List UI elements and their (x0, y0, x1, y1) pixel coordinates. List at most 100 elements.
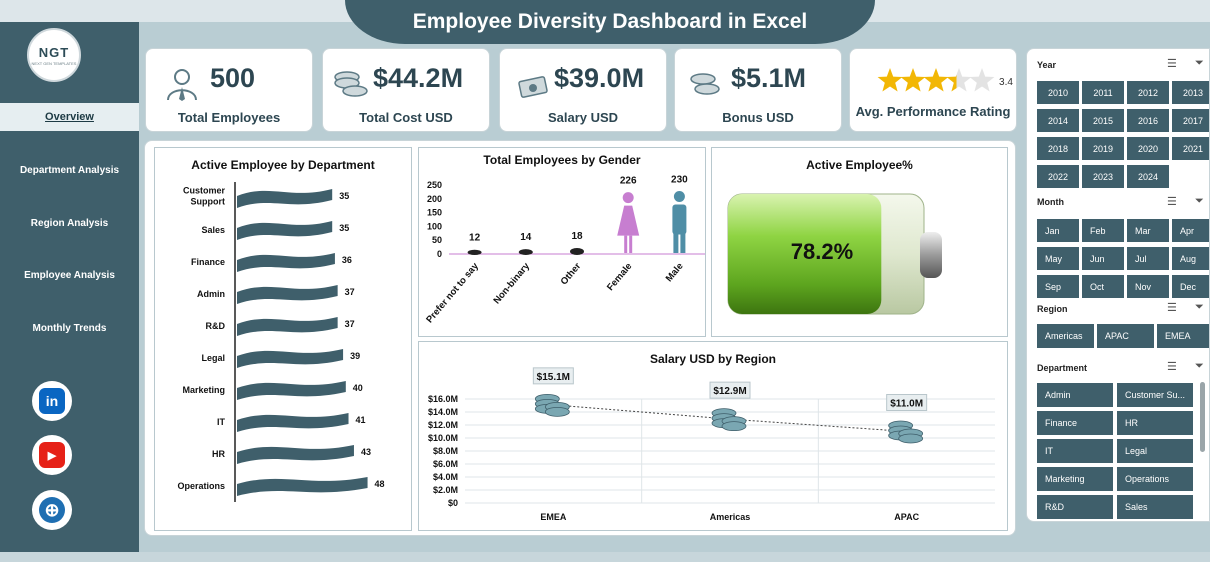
star-icon (946, 68, 972, 92)
y-tick-label: 100 (427, 221, 442, 231)
clear-filter-icon[interactable]: ⏷ (1195, 301, 1204, 313)
website-button[interactable]: ⊕ (32, 490, 72, 530)
data-label: 18 (571, 231, 583, 242)
nav-region-analysis[interactable]: Region Analysis (0, 209, 139, 237)
female-icon (617, 192, 640, 253)
bar (237, 413, 349, 432)
department-option[interactable]: Operations (1117, 467, 1193, 491)
year-option[interactable]: 2013 (1172, 81, 1209, 104)
slicer-scrollbar[interactable] (1200, 382, 1205, 452)
nav-label: Employee Analysis (24, 269, 115, 281)
year-option[interactable]: 2020 (1127, 137, 1169, 160)
region-chart-card: Salary USD by Region $16.0M $14.0M $12.0M $… (418, 341, 1008, 531)
bar (570, 248, 584, 255)
male-icon (672, 191, 687, 253)
month-option[interactable]: Dec (1172, 275, 1209, 298)
region-option[interactable]: EMEA (1157, 324, 1209, 348)
month-option[interactable]: Apr (1172, 219, 1209, 242)
youtube-button[interactable]: ▶ (32, 435, 72, 475)
y-tick-label: $16.0M (428, 394, 458, 404)
y-tick-label: $2.0M (433, 485, 458, 495)
chart-title: Total Employees by Gender (483, 153, 641, 167)
year-option[interactable]: 2019 (1082, 137, 1124, 160)
department-option[interactable]: IT (1037, 439, 1113, 463)
year-option[interactable]: 2011 (1082, 81, 1124, 104)
category-label: R&D (206, 321, 226, 331)
nav-monthly-trends[interactable]: Monthly Trends (0, 314, 139, 342)
slicer-panel: Year ☰ ⏷ Month ☰ ⏷ Region ☰ ⏷ Department… (1026, 48, 1210, 522)
month-option[interactable]: Mar (1127, 219, 1169, 242)
year-option[interactable]: 2012 (1127, 81, 1169, 104)
y-tick-label: $14.0M (428, 407, 458, 417)
department-option[interactable]: Legal (1117, 439, 1193, 463)
month-option[interactable]: May (1037, 247, 1079, 270)
category-label: APAC (894, 512, 919, 522)
department-option[interactable]: R&D (1037, 495, 1113, 519)
multi-select-icon[interactable]: ☰ (1167, 302, 1177, 314)
region-option[interactable]: Americas (1037, 324, 1094, 348)
multi-select-icon[interactable]: ☰ (1167, 58, 1177, 70)
category-label: Finance (191, 257, 225, 267)
category-label: Support (191, 197, 226, 207)
year-option[interactable]: 2018 (1037, 137, 1079, 160)
nav-label: Monthly Trends (32, 322, 107, 334)
region-chart: $16.0M $14.0M $12.0M $10.0M $8.0M $6.0M $4.0M $… (428, 367, 995, 522)
category-label: Non-binary (491, 260, 532, 306)
data-label: 14 (520, 232, 532, 243)
clear-filter-icon[interactable]: ⏷ (1195, 360, 1204, 372)
linkedin-button[interactable]: in (32, 381, 72, 421)
y-tick-label: 0 (437, 249, 442, 259)
year-option[interactable]: 2017 (1172, 109, 1209, 132)
department-option[interactable]: Customer Su... (1117, 383, 1193, 407)
month-option[interactable]: Feb (1082, 219, 1124, 242)
category-label: Americas (710, 512, 751, 522)
data-label-box (886, 394, 928, 411)
year-option[interactable]: 2010 (1037, 81, 1079, 104)
multi-select-icon[interactable]: ☰ (1167, 361, 1177, 373)
nav-employee-analysis[interactable]: Employee Analysis (0, 261, 139, 289)
y-tick-label: $4.0M (433, 472, 458, 482)
year-option[interactable]: 2014 (1037, 109, 1079, 132)
page-title: Employee Diversity Dashboard in Excel (412, 10, 808, 33)
star-icon (923, 68, 949, 92)
year-option[interactable]: 2016 (1127, 109, 1169, 132)
nav-overview[interactable]: Overview (0, 103, 139, 131)
clear-filter-icon[interactable]: ⏷ (1195, 57, 1204, 69)
kpi-label: Total Employees (177, 110, 281, 125)
kpi-bonus: $5.1M Bonus USD (674, 48, 842, 132)
bar (237, 189, 333, 208)
department-option[interactable]: HR (1117, 411, 1193, 435)
department-option[interactable]: Marketing (1037, 467, 1113, 491)
kpi-value: $44.2M (373, 63, 464, 93)
category-label: Legal (201, 353, 225, 363)
cash-icon (518, 76, 548, 98)
year-option[interactable]: 2015 (1082, 109, 1124, 132)
data-label: 48 (375, 479, 385, 489)
department-option[interactable]: Sales (1117, 495, 1193, 519)
category-label: Sales (201, 225, 225, 235)
month-option[interactable]: Sep (1037, 275, 1079, 298)
month-option[interactable]: Jan (1037, 219, 1079, 242)
multi-select-icon[interactable]: ☰ (1167, 196, 1177, 208)
y-tick-label: 150 (427, 208, 442, 218)
year-option[interactable]: 2023 (1082, 165, 1124, 188)
data-label: 230 (671, 175, 688, 186)
data-label: 37 (345, 287, 355, 297)
month-option[interactable]: Jun (1082, 247, 1124, 270)
category-label: IT (217, 417, 226, 427)
department-option[interactable]: Admin (1037, 383, 1113, 407)
clear-filter-icon[interactable]: ⏷ (1195, 195, 1204, 207)
year-option[interactable]: 2024 (1127, 165, 1169, 188)
month-option[interactable]: Nov (1127, 275, 1169, 298)
region-option[interactable]: APAC (1097, 324, 1154, 348)
year-option[interactable]: 2022 (1037, 165, 1079, 188)
coin-marker (711, 408, 747, 432)
month-option[interactable]: Aug (1172, 247, 1209, 270)
chart-title: Active Employee by Department (191, 158, 375, 172)
nav-department-analysis[interactable]: Department Analysis (0, 156, 139, 184)
year-option[interactable]: 2021 (1172, 137, 1209, 160)
y-tick-label: 50 (432, 235, 442, 245)
month-option[interactable]: Oct (1082, 275, 1124, 298)
month-option[interactable]: Jul (1127, 247, 1169, 270)
department-option[interactable]: Finance (1037, 411, 1113, 435)
